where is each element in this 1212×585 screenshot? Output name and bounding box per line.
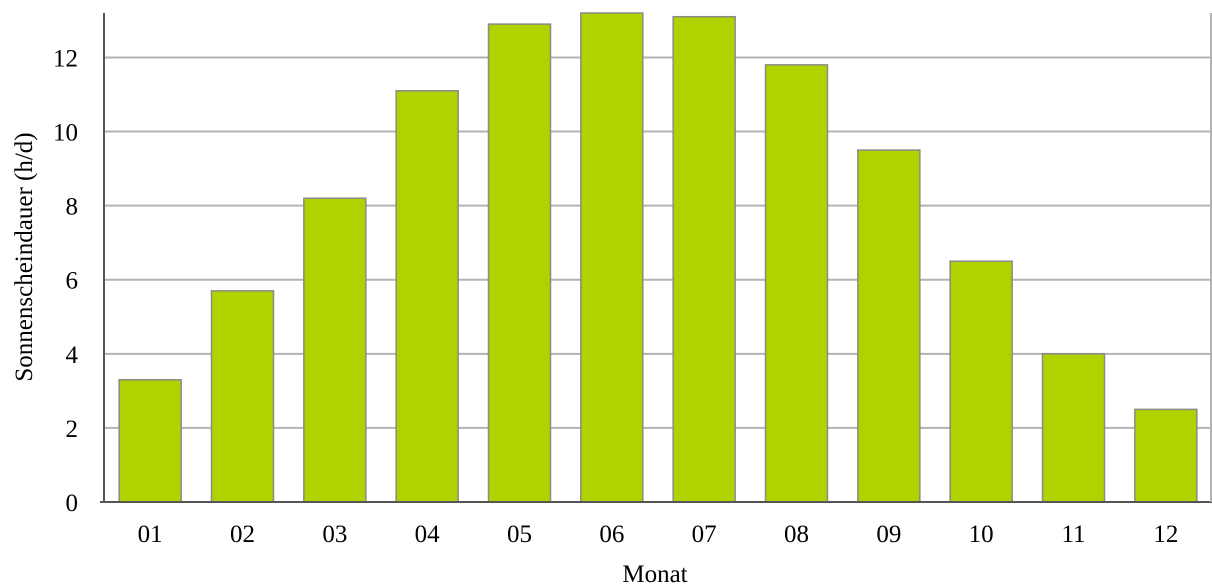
x-tick-label: 02 — [230, 521, 255, 548]
x-tick-label: 01 — [138, 521, 163, 548]
y-tick-label: 0 — [66, 490, 79, 517]
y-tick-label: 2 — [66, 416, 79, 443]
y-tick-label: 8 — [66, 194, 79, 221]
x-tick-label: 06 — [599, 521, 624, 548]
axes — [100, 13, 1212, 503]
x-tick-label: 09 — [876, 521, 901, 548]
y-tick-label: 6 — [66, 268, 79, 295]
bar-09 — [857, 149, 921, 503]
y-tick-label: 12 — [53, 45, 78, 72]
bar-06 — [580, 12, 644, 503]
bar-02 — [210, 290, 275, 503]
bar-01 — [118, 379, 182, 503]
bar-12 — [1134, 408, 1198, 503]
x-tick-label: 11 — [1061, 521, 1085, 548]
x-tick-label: 03 — [322, 521, 347, 548]
y-tick-label: 10 — [53, 120, 78, 147]
x-tick-label: 08 — [784, 521, 809, 548]
x-tick-label: 07 — [692, 521, 717, 548]
bar-08 — [764, 64, 829, 503]
bar-07 — [672, 15, 736, 503]
x-tick-labels: 01 02 03 04 05 06 07 08 09 10 11 12 — [138, 521, 1179, 548]
bars — [118, 12, 1198, 503]
y-axis-title: Sonnenscheindauer (h/d) — [11, 132, 38, 381]
bar-10 — [949, 260, 1013, 503]
x-tick-label: 04 — [415, 521, 441, 548]
bar-03 — [303, 197, 367, 503]
bar-11 — [1041, 353, 1106, 503]
x-tick-label: 10 — [969, 521, 994, 548]
gridlines — [104, 56, 1212, 429]
y-tick-labels: 0 2 4 6 8 10 12 — [53, 45, 79, 517]
x-tick-label: 12 — [1153, 521, 1178, 548]
y-tick-label: 4 — [66, 342, 79, 369]
x-tick-label: 05 — [507, 521, 532, 548]
bar-04 — [395, 90, 459, 503]
bar-05 — [487, 23, 552, 503]
x-axis-title: Monat — [622, 561, 687, 585]
